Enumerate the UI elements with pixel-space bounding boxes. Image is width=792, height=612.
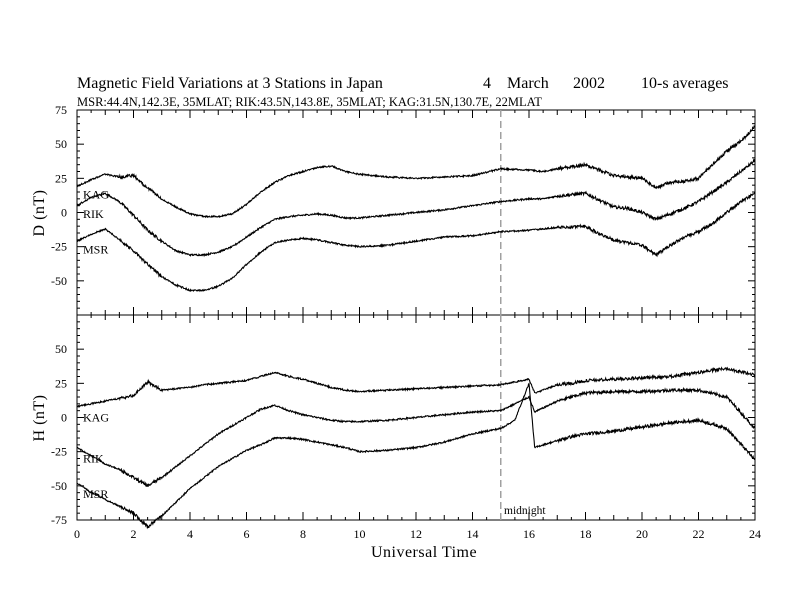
y-tick-label: 75 xyxy=(55,103,67,117)
y-tick-label: 0 xyxy=(61,411,67,425)
y-tick-label: 50 xyxy=(55,137,67,151)
station-label-layer: KAG RIK MSR KAG RIK MSR midnight xyxy=(83,188,546,517)
x-tick-label: 22 xyxy=(693,527,705,541)
y-tick-label: -25 xyxy=(51,445,67,459)
y-tick-label: -75 xyxy=(51,513,67,527)
x-tick-label: 10 xyxy=(354,527,366,541)
title-year: 2002 xyxy=(573,75,605,92)
x-tick-label: 18 xyxy=(580,527,592,541)
station-label-rik: RIK xyxy=(83,207,104,221)
y-tick-label: 50 xyxy=(55,342,67,356)
x-tick-label: 24 xyxy=(749,527,761,541)
midnight-label: midnight xyxy=(504,505,546,517)
station-label-kag: KAG xyxy=(83,188,109,202)
x-tick-label: 4 xyxy=(187,527,193,541)
y-tick-label: 0 xyxy=(61,206,67,220)
x-tick-label: 16 xyxy=(523,527,535,541)
y-tick-label: -25 xyxy=(51,240,67,254)
station-label-msr: MSR xyxy=(83,487,108,501)
station-label-rik: RIK xyxy=(83,452,104,466)
series-line-msr xyxy=(76,382,756,530)
chart-title: Magnetic Field Variations at 3 Stations … xyxy=(77,75,383,92)
series-layer xyxy=(76,125,756,530)
series-line-kag xyxy=(76,125,756,219)
y-tick-label: -50 xyxy=(51,274,67,288)
y-tick-label: -50 xyxy=(51,479,67,493)
title-averaging: 10-s averages xyxy=(641,75,729,92)
x-axis-label: Universal Time xyxy=(371,544,477,561)
title-month: March xyxy=(507,75,549,92)
series-line-rik xyxy=(76,158,756,258)
x-tick-label: 6 xyxy=(244,527,250,541)
chart-subtitle: MSR:44.4N,142.3E, 35MLAT; RIK:43.5N,143.… xyxy=(77,95,542,109)
x-tick-label: 8 xyxy=(300,527,306,541)
y-tick-label: 25 xyxy=(55,171,67,185)
series-line-kag xyxy=(76,366,756,408)
station-label-kag: KAG xyxy=(83,411,109,425)
d-axis-label: D (nT) xyxy=(31,190,48,237)
y-tick-label: 25 xyxy=(55,376,67,390)
h-axis-label: H (nT) xyxy=(31,395,48,442)
x-tick-label: 12 xyxy=(410,527,422,541)
station-label-msr: MSR xyxy=(83,242,108,256)
title-day: 4 xyxy=(483,75,491,92)
x-tick-label: 20 xyxy=(636,527,648,541)
series-line-rik xyxy=(76,386,756,487)
series-line-msr xyxy=(76,191,756,293)
x-tick-label: 14 xyxy=(467,527,479,541)
x-tick-label: 2 xyxy=(131,527,137,541)
x-tick-label: 0 xyxy=(74,527,80,541)
